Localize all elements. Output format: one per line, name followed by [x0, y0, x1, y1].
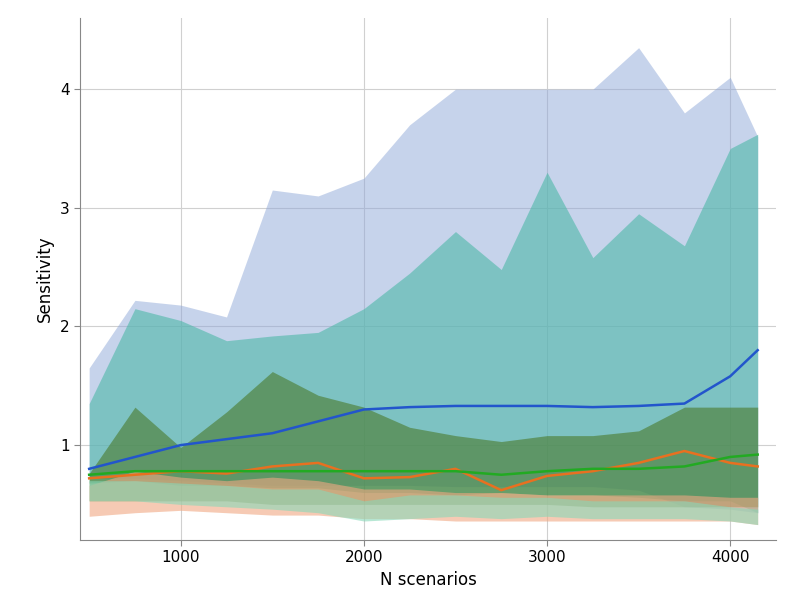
Y-axis label: Sensitivity: Sensitivity	[36, 236, 54, 322]
X-axis label: N scenarios: N scenarios	[379, 571, 477, 589]
